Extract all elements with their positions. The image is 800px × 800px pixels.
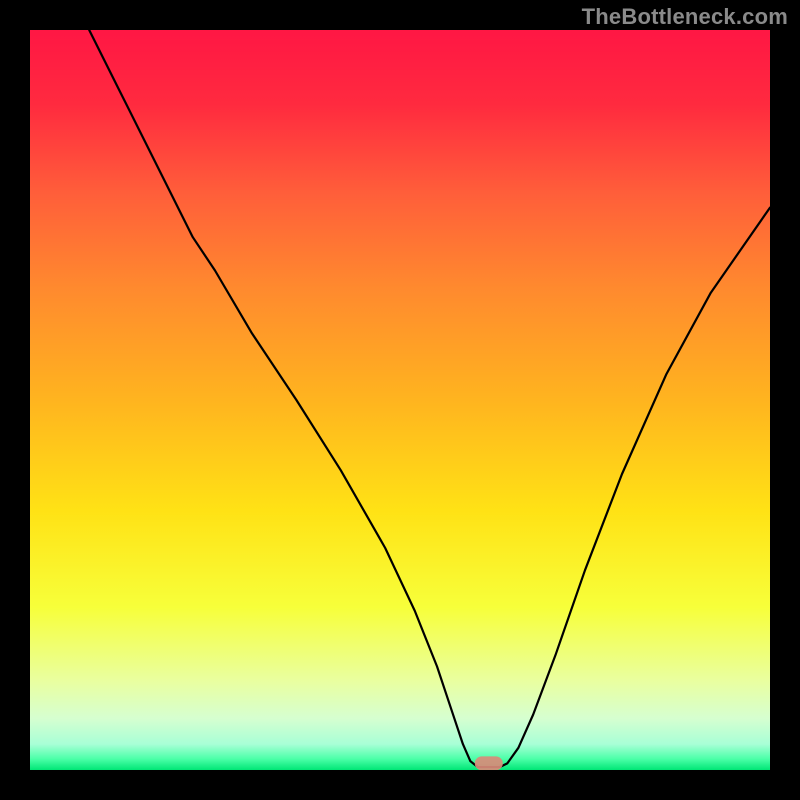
bottleneck-chart bbox=[0, 0, 800, 800]
optimal-marker bbox=[475, 756, 503, 770]
watermark-text: TheBottleneck.com bbox=[582, 4, 788, 30]
gradient-background bbox=[30, 30, 770, 770]
frame-border-right bbox=[770, 0, 800, 800]
frame-border-bottom bbox=[0, 770, 800, 800]
chart-frame: TheBottleneck.com bbox=[0, 0, 800, 800]
frame-border-left bbox=[0, 0, 30, 800]
